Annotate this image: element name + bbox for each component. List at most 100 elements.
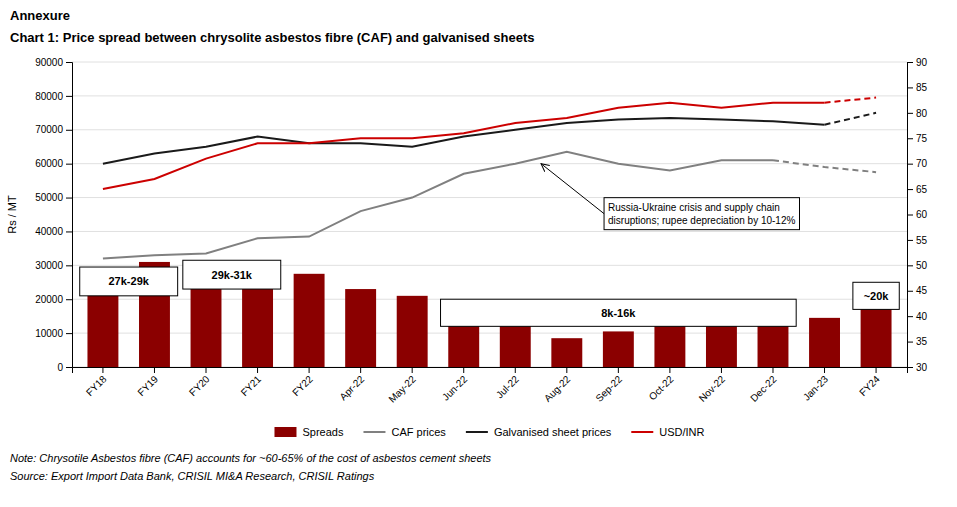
y2-tick-label: 40 [916,311,928,322]
x-tick: FY21 [239,367,264,398]
y-tick-label: 50000 [35,192,63,203]
y-tick: 50000 [35,192,72,203]
x-tick: Jul-22 [494,367,521,400]
legend: Spreads CAF prices Galvanised sheet prices… [274,426,704,438]
tick-mark [907,138,913,139]
x-tick-label: Sep-22 [593,373,624,404]
x-tick: Apr-22 [337,367,366,402]
x-tick: Jun-22 [440,367,470,403]
legend-item: Spreads [274,426,343,438]
y2-tick-label: 65 [916,184,928,195]
x-tick-label: FY20 [187,373,212,398]
y2-tick-label: 75 [916,133,928,144]
callout-arrow [541,164,604,214]
line [103,103,825,189]
x-tick-label: FY24 [857,373,882,398]
y-tick-label: 90000 [35,57,63,68]
x-tick-label: Jul-22 [494,373,521,400]
y2-tick: 55 [907,235,928,246]
tick-mark [66,367,72,368]
y-axis-title: Rs / MT [6,195,18,234]
annotation-box [853,282,899,309]
tick-mark [66,299,72,300]
tick-mark [907,215,913,216]
annotation: Russia-Ukraine crisis and supply chaindi… [608,202,795,226]
y2-tick: 50 [907,260,928,271]
tick-mark [206,367,207,373]
y2-tick-label: 70 [916,158,928,169]
grid-line [72,163,907,164]
tick-mark [515,367,516,373]
x-tick-label: Aug-22 [542,373,573,404]
tick-mark [907,189,913,190]
y-tick-label: 30000 [35,260,63,271]
plot-area: FY18FY19FY20FY21FY22Apr-22May-22Jun-22Ju… [6,57,928,405]
y-tick: 90000 [35,57,72,68]
x-tick-label: FY18 [84,373,109,398]
legend-swatch [363,431,385,433]
x-tick: FY24 [857,367,882,398]
bar [654,323,685,367]
y-tick: 80000 [35,91,72,102]
line [825,98,877,103]
grid-line [72,95,907,96]
bar [706,323,737,367]
tick-mark [309,367,310,373]
tick-mark [618,367,619,373]
legend-swatch [631,431,653,433]
y-tick-label: 10000 [35,328,63,339]
tick-mark [876,367,877,373]
annotation-box [441,299,797,326]
tick-mark [66,231,72,232]
annotation: ~20k [864,290,890,302]
line [825,113,877,125]
legend-item: Galvanised sheet prices [466,426,612,438]
line [773,160,876,172]
tick-mark [907,240,913,241]
annotation-box [183,260,281,289]
tick-mark [66,96,72,97]
x-tick: Oct-22 [647,367,676,402]
annotation-line: Russia-Ukraine crisis and supply chain [608,202,780,213]
tick-mark [66,164,72,165]
chart: AnnexureChart 1: Price spread between ch… [0,0,957,507]
y2-tick: 45 [907,285,928,296]
legend-label: Spreads [302,426,343,438]
tick-mark [824,367,825,373]
legend-label: USD/INR [659,426,704,438]
x-tick: Aug-22 [542,367,573,404]
subtitle: Chart 1: Price spread between chrysolite… [10,30,535,45]
bar [861,301,892,367]
y2-tick: 35 [907,336,928,347]
y2-tick: 70 [907,158,928,169]
bar [809,318,840,367]
legend-swatch [466,431,488,433]
y2-tick: 60 [907,209,928,220]
y2-tick: 90 [907,57,928,68]
y-tick-label: 0 [57,362,63,373]
x-tick-label: May-22 [386,373,418,405]
y2-tick: 65 [907,184,928,195]
y-axis: 0100002000030000400005000060000700008000… [35,57,72,373]
callout: Russia-Ukraine crisis and supply chaindi… [541,164,799,230]
y2-tick: 40 [907,311,928,322]
legend-label: CAF prices [391,426,446,438]
y-tick-label: 60000 [35,158,63,169]
y2-tick: 75 [907,133,928,144]
y-tick: 20000 [35,294,72,305]
y-tick: 40000 [35,226,72,237]
y-tick: 10000 [35,328,72,339]
tick-mark [257,367,258,373]
tick-mark [669,367,670,373]
tick-mark [907,113,913,114]
marks [87,98,891,367]
x-tick-label: FY21 [239,373,264,398]
tick-mark [907,291,913,292]
y2-tick-label: 85 [916,82,928,93]
grid-line [72,129,907,130]
tick-mark [772,367,773,373]
tick-mark [907,164,913,165]
footnote: Source: Export Import Data Bank, CRISIL … [10,470,375,482]
tick-mark [907,342,913,343]
y-tick-label: 40000 [35,226,63,237]
